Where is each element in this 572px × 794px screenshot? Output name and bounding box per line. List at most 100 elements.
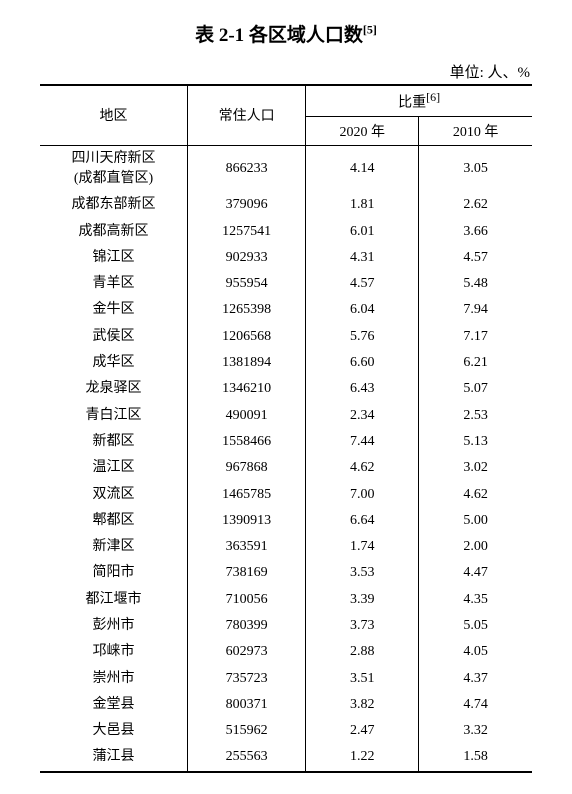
cell-region: 金堂县 (40, 692, 188, 718)
cell-ratio-2020: 2.34 (306, 403, 419, 429)
cell-ratio-2020: 6.04 (306, 297, 419, 323)
header-year-2020: 2020 年 (306, 116, 419, 145)
table-row: 新津区3635911.742.00 (40, 534, 532, 560)
title-text: 表 2-1 各区域人口数 (195, 25, 363, 46)
cell-population: 902933 (188, 245, 306, 271)
cell-ratio-2010: 1.58 (419, 744, 532, 771)
cell-region: 郫都区 (40, 508, 188, 534)
cell-ratio-2010: 5.13 (419, 429, 532, 455)
cell-ratio-2010: 5.05 (419, 613, 532, 639)
cell-region: 四川天府新区(成都直管区) (40, 145, 188, 192)
cell-region: 成都东部新区 (40, 192, 188, 218)
header-ratio: 比重[6] (306, 85, 532, 116)
cell-ratio-2020: 1.74 (306, 534, 419, 560)
table-row: 四川天府新区(成都直管区)8662334.143.05 (40, 145, 532, 192)
cell-region: 青羊区 (40, 271, 188, 297)
table-row: 龙泉驿区13462106.435.07 (40, 376, 532, 402)
cell-ratio-2010: 5.00 (419, 508, 532, 534)
cell-ratio-2010: 2.62 (419, 192, 532, 218)
table-row: 青羊区9559544.575.48 (40, 271, 532, 297)
table-row: 大邑县5159622.473.32 (40, 718, 532, 744)
cell-population: 1381894 (188, 350, 306, 376)
table-row: 锦江区9029334.314.57 (40, 245, 532, 271)
cell-ratio-2010: 3.05 (419, 145, 532, 192)
cell-population: 955954 (188, 271, 306, 297)
cell-ratio-2010: 3.66 (419, 219, 532, 245)
table-row: 武侯区12065685.767.17 (40, 324, 532, 350)
cell-ratio-2020: 6.60 (306, 350, 419, 376)
population-table: 地区 常住人口 比重[6] 2020 年 2010 年 四川天府新区(成都直管区… (40, 84, 532, 773)
cell-region: 武侯区 (40, 324, 188, 350)
table-row: 新都区15584667.445.13 (40, 429, 532, 455)
header-population: 常住人口 (188, 85, 306, 145)
cell-ratio-2020: 3.51 (306, 666, 419, 692)
cell-region: 都江堰市 (40, 587, 188, 613)
table-row: 彭州市7803993.735.05 (40, 613, 532, 639)
cell-ratio-2020: 6.43 (306, 376, 419, 402)
cell-ratio-2020: 6.64 (306, 508, 419, 534)
cell-region: 锦江区 (40, 245, 188, 271)
cell-ratio-2010: 4.57 (419, 245, 532, 271)
cell-region: 金牛区 (40, 297, 188, 323)
cell-region: 大邑县 (40, 718, 188, 744)
cell-ratio-2010: 4.74 (419, 692, 532, 718)
cell-ratio-2010: 2.00 (419, 534, 532, 560)
cell-ratio-2020: 4.62 (306, 455, 419, 481)
cell-ratio-2020: 4.14 (306, 145, 419, 192)
table-row: 邛崃市6029732.884.05 (40, 639, 532, 665)
cell-population: 1257541 (188, 219, 306, 245)
cell-ratio-2020: 1.22 (306, 744, 419, 771)
cell-population: 1390913 (188, 508, 306, 534)
cell-ratio-2010: 4.05 (419, 639, 532, 665)
cell-ratio-2020: 4.57 (306, 271, 419, 297)
cell-region: 成都高新区 (40, 219, 188, 245)
cell-population: 866233 (188, 145, 306, 192)
cell-region: 彭州市 (40, 613, 188, 639)
table-head: 地区 常住人口 比重[6] 2020 年 2010 年 (40, 85, 532, 145)
cell-region: 邛崃市 (40, 639, 188, 665)
cell-ratio-2020: 3.82 (306, 692, 419, 718)
cell-population: 800371 (188, 692, 306, 718)
cell-ratio-2010: 7.17 (419, 324, 532, 350)
cell-ratio-2010: 3.02 (419, 455, 532, 481)
table-row: 青白江区4900912.342.53 (40, 403, 532, 429)
table-row: 温江区9678684.623.02 (40, 455, 532, 481)
table-row: 双流区14657857.004.62 (40, 482, 532, 508)
cell-region: 龙泉驿区 (40, 376, 188, 402)
cell-region: 新津区 (40, 534, 188, 560)
cell-population: 1346210 (188, 376, 306, 402)
table-row: 成都高新区12575416.013.66 (40, 219, 532, 245)
cell-population: 1206568 (188, 324, 306, 350)
table-row: 简阳市7381693.534.47 (40, 560, 532, 586)
table-row: 金堂县8003713.824.74 (40, 692, 532, 718)
cell-region: 简阳市 (40, 560, 188, 586)
cell-region: 双流区 (40, 482, 188, 508)
cell-population: 515962 (188, 718, 306, 744)
table-body: 四川天府新区(成都直管区)8662334.143.05成都东部新区3790961… (40, 145, 532, 772)
cell-region: 新都区 (40, 429, 188, 455)
cell-population: 363591 (188, 534, 306, 560)
table-row: 崇州市7357233.514.37 (40, 666, 532, 692)
cell-ratio-2010: 5.07 (419, 376, 532, 402)
cell-ratio-2020: 6.01 (306, 219, 419, 245)
cell-population: 1558466 (188, 429, 306, 455)
header-region: 地区 (40, 85, 188, 145)
cell-population: 967868 (188, 455, 306, 481)
cell-ratio-2010: 3.32 (419, 718, 532, 744)
cell-population: 379096 (188, 192, 306, 218)
cell-population: 738169 (188, 560, 306, 586)
cell-ratio-2020: 2.47 (306, 718, 419, 744)
cell-ratio-2010: 4.37 (419, 666, 532, 692)
title-footnote: [5] (363, 23, 377, 37)
cell-ratio-2020: 5.76 (306, 324, 419, 350)
cell-ratio-2020: 3.73 (306, 613, 419, 639)
table-row: 蒲江县2555631.221.58 (40, 744, 532, 771)
page: 表 2-1 各区域人口数[5] 单位: 人、% 地区 常住人口 比重[6] 20… (0, 0, 572, 793)
cell-population: 1465785 (188, 482, 306, 508)
cell-population: 735723 (188, 666, 306, 692)
table-row: 成华区13818946.606.21 (40, 350, 532, 376)
cell-ratio-2010: 6.21 (419, 350, 532, 376)
header-ratio-text: 比重 (398, 96, 426, 111)
cell-population: 710056 (188, 587, 306, 613)
cell-ratio-2020: 2.88 (306, 639, 419, 665)
